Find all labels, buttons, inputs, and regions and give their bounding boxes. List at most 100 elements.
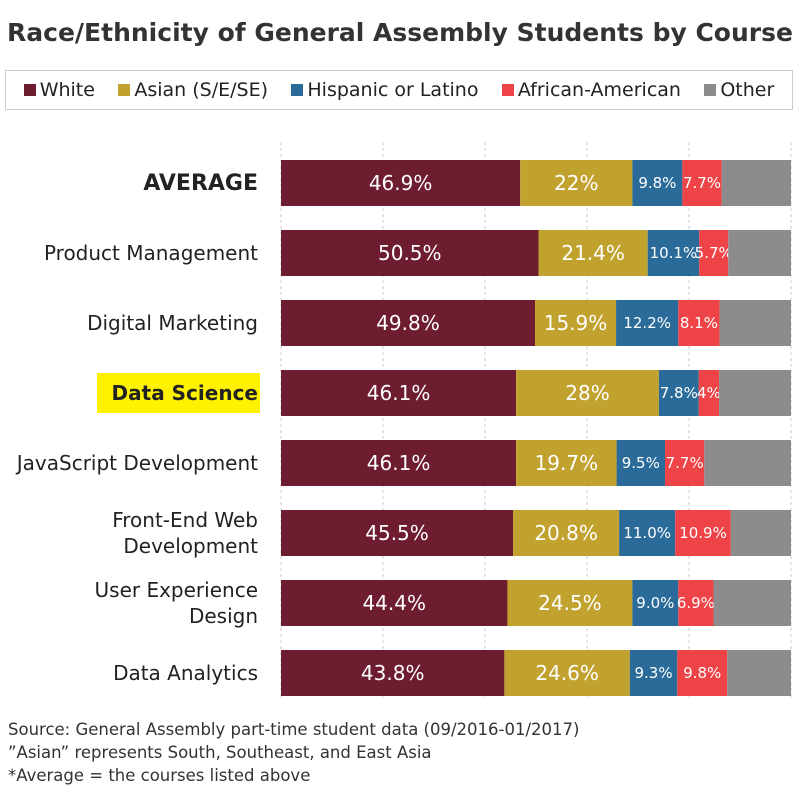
data-label: 24.5% (538, 591, 602, 615)
legend-swatch (501, 84, 514, 96)
bar-segment (678, 580, 714, 626)
category-label: AVERAGE (143, 171, 258, 196)
bar-segment (507, 580, 633, 626)
bar-segment (513, 510, 620, 556)
bar-segment (632, 580, 679, 626)
bar-segment (730, 510, 791, 556)
data-label: 46.9% (369, 171, 433, 195)
data-label: 9.8% (683, 664, 721, 682)
category-label: JavaScript Development (15, 451, 258, 475)
data-label: 9.8% (638, 174, 676, 192)
bar-segment (616, 440, 666, 486)
category-label: Product Management (44, 241, 258, 265)
data-label: 43.8% (361, 661, 425, 685)
data-label: 8.1% (680, 314, 718, 332)
data-label: 49.8% (376, 311, 440, 335)
category-label: Design (189, 604, 258, 628)
data-label: 7.8% (660, 384, 698, 402)
bar-segment (281, 370, 517, 416)
legend-swatch (23, 84, 36, 96)
data-label: 20.8% (534, 521, 598, 545)
legend-item-asian: Asian (S/E/SE) (118, 79, 268, 101)
data-label: 9.5% (622, 454, 660, 472)
data-label: 6.9% (677, 594, 715, 612)
legend-label: African-American (517, 79, 681, 101)
data-label: 45.5% (365, 521, 429, 545)
bar-segment (632, 160, 683, 206)
bar-segment (665, 440, 705, 486)
bar-segment (281, 440, 517, 486)
bar-segment (504, 650, 630, 696)
source-note: Source: General Assembly part-time stude… (8, 720, 580, 739)
legend-swatch (704, 84, 717, 96)
bar-segment (719, 300, 791, 346)
bar-segment (281, 300, 535, 346)
bar-segment (281, 650, 505, 696)
data-label: 9.3% (635, 664, 673, 682)
bar-segment (678, 300, 720, 346)
data-label: 7.7% (683, 174, 721, 192)
data-label: 7.7% (666, 454, 704, 472)
bar-segment (647, 230, 700, 276)
bar-segment (658, 370, 699, 416)
data-label: 11.0% (623, 524, 671, 542)
data-label: 22% (554, 171, 598, 195)
legend-item-other: Other (704, 79, 774, 101)
bar-segment (677, 650, 728, 696)
asian-note: ”Asian” represents South, Southeast, and… (8, 743, 432, 762)
data-label: 15.9% (544, 311, 608, 335)
bar-segment (281, 230, 539, 276)
bar-segment (534, 300, 617, 346)
data-label: 50.5% (378, 241, 442, 265)
bar-segment (629, 650, 678, 696)
bar-segment (728, 230, 791, 276)
data-label: 44.4% (362, 591, 426, 615)
data-label: 10.1% (650, 244, 698, 262)
data-label: 5.7% (695, 244, 733, 262)
bar-segment (699, 230, 729, 276)
data-label: 21.4% (561, 241, 625, 265)
stacked-bar-chart: AVERAGE 46.9% 22% 9.8% 7.7% Product Managemen… (15, 142, 792, 698)
data-label: 9.0% (636, 594, 674, 612)
bar-segment (619, 510, 676, 556)
bar-segment (516, 370, 659, 416)
bar-segment (713, 580, 791, 626)
data-label: 19.7% (535, 451, 599, 475)
bar-segment (675, 510, 731, 556)
bar-segment (719, 370, 791, 416)
legend-item-hispanic: Hispanic or Latino (291, 79, 478, 101)
bar-segment (281, 160, 521, 206)
data-label: 46.1% (367, 451, 431, 475)
bar-segment (698, 370, 720, 416)
legend-label: Asian (S/E/SE) (134, 79, 268, 101)
category-label: Front-End Web (112, 508, 258, 532)
legend: White Asian (S/E/SE) Hispanic or Latino … (5, 70, 793, 110)
bar-segment (721, 160, 791, 206)
data-label: 46.1% (367, 381, 431, 405)
bar-segment (704, 440, 791, 486)
category-highlight (97, 373, 260, 413)
bar-segment (538, 230, 648, 276)
legend-item-african-american: African-American (501, 79, 681, 101)
category-label: Development (123, 534, 258, 558)
legend-swatch (291, 84, 304, 96)
category-label: Data Analytics (113, 661, 258, 685)
average-note: *Average = the courses listed above (8, 766, 311, 785)
legend-label: Hispanic or Latino (307, 79, 479, 101)
bar-segment (616, 300, 679, 346)
data-label: 10.9% (679, 524, 727, 542)
data-label: 4% (697, 384, 721, 402)
bar-segment (516, 440, 617, 486)
bar-segment (682, 160, 722, 206)
bar-segment (727, 650, 791, 696)
data-label: 12.2% (623, 314, 671, 332)
bar-segment (520, 160, 633, 206)
footnotes: Source: General Assembly part-time stude… (8, 718, 579, 787)
data-label: 24.6% (535, 661, 599, 685)
bar-segment (281, 580, 508, 626)
legend-label: White (39, 79, 95, 101)
legend-item-white: White (23, 79, 95, 101)
data-label: 28% (565, 381, 609, 405)
legend-swatch (118, 84, 131, 96)
category-label: Data Science (112, 381, 258, 405)
